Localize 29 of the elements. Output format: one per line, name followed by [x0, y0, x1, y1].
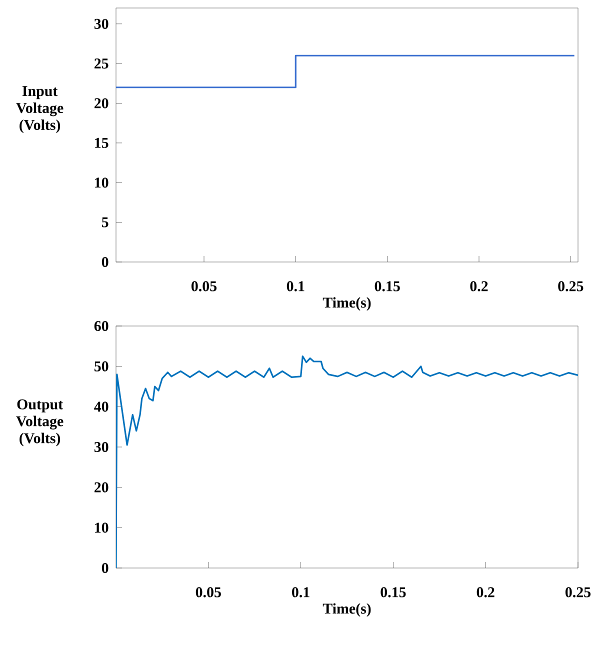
y-axis-title: Input Voltage (Volts) — [16, 86, 64, 134]
x-tick-label: 0.1 — [292, 587, 310, 598]
y-tick-label: 0 — [102, 562, 108, 574]
x-tick-label: 0.15 — [380, 587, 406, 598]
y-axis-title: Output Voltage (Volts) — [16, 399, 64, 446]
x-tick-label: 0.05 — [191, 281, 217, 292]
x-tick-label: 0.2 — [476, 587, 494, 598]
y-tick-label: 40 — [94, 402, 108, 412]
x-axis-title: Time(s) — [322, 297, 371, 311]
y-tick-label: 0 — [102, 256, 108, 268]
y-tick-label: 50 — [94, 361, 108, 372]
x-tick-label: 0.25 — [558, 281, 584, 292]
y-tick-label: 30 — [94, 442, 108, 452]
y-tick-label: 10 — [95, 522, 108, 533]
y-tick-label: 25 — [94, 58, 108, 69]
y-tick-label: 30 — [94, 18, 108, 29]
x-tick-label: 0.25 — [565, 587, 591, 598]
x-tick-label: 0.1 — [286, 281, 304, 292]
x-tick-label: 0.05 — [196, 587, 221, 598]
x-tick-label: 0.15 — [374, 281, 400, 292]
x-axis-title: Time(s) — [322, 603, 371, 617]
y-tick-label: 20 — [94, 98, 108, 108]
y-tick-label: 5 — [102, 217, 108, 228]
x-tick-label: 0.2 — [470, 281, 488, 292]
y-tick-label: 15 — [95, 138, 108, 148]
y-tick-label: 10 — [95, 178, 108, 188]
line-series — [116, 355, 578, 568]
y-tick-label: 60 — [94, 320, 108, 332]
y-tick-label: 20 — [94, 482, 108, 492]
